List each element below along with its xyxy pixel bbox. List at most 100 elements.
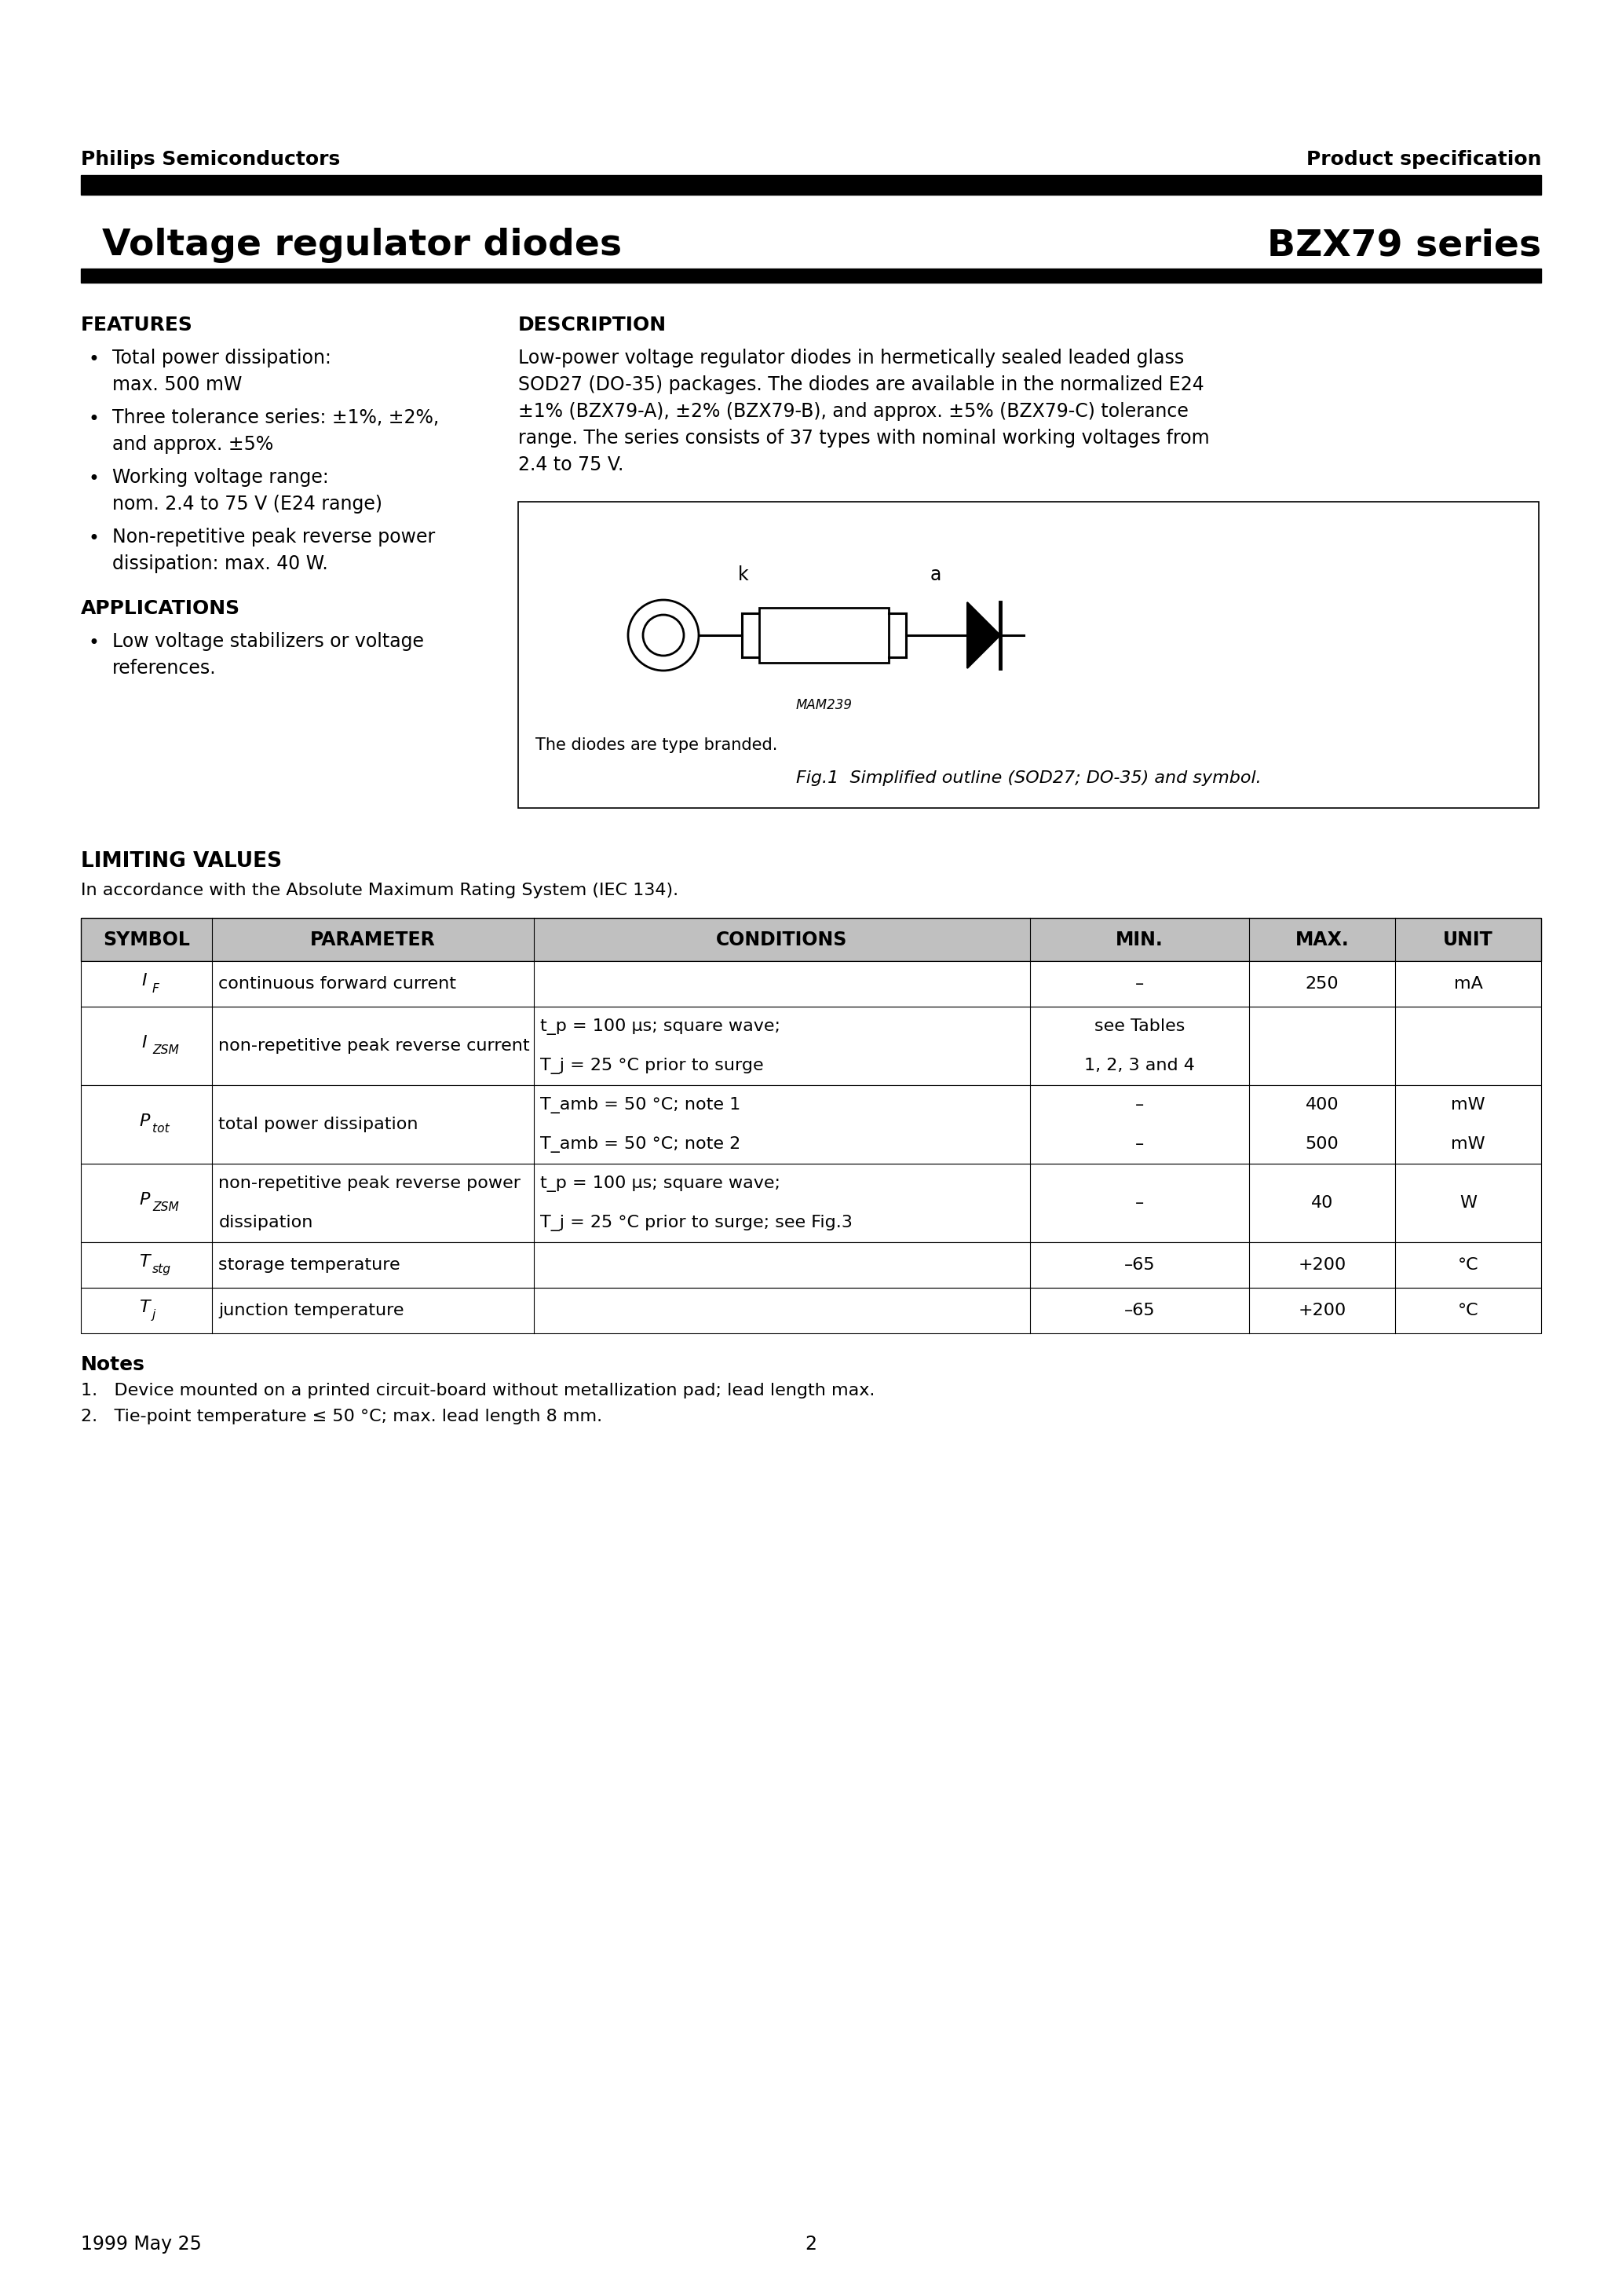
Text: k: k [738,565,749,583]
Bar [517,503,1539,808]
Text: ZSM: ZSM [152,1045,178,1056]
Text: dissipation: max. 40 W.: dissipation: max. 40 W. [112,553,328,574]
Text: max. 500 mW: max. 500 mW [112,374,242,395]
Text: APPLICATIONS: APPLICATIONS [81,599,240,618]
Text: mA: mA [1453,976,1483,992]
Text: +200: +200 [1298,1302,1346,1318]
Text: mW: mW [1452,1097,1486,1114]
Text: 1.   Device mounted on a printed circuit-board without metallization pad; lead l: 1. Device mounted on a printed circuit-b… [81,1382,874,1398]
Text: tot: tot [152,1123,169,1134]
Text: 250: 250 [1306,976,1338,992]
Text: T_j = 25 °C prior to surge: T_j = 25 °C prior to surge [540,1056,764,1075]
Text: mW: mW [1452,1137,1486,1153]
Text: 2.4 to 75 V.: 2.4 to 75 V. [517,455,623,475]
Text: MIN.: MIN. [1116,930,1163,948]
Text: Low voltage stabilizers or voltage: Low voltage stabilizers or voltage [112,631,423,652]
Text: In accordance with the Absolute Maximum Rating System (IEC 134).: In accordance with the Absolute Maximum … [81,882,678,898]
Text: •: • [89,411,99,429]
Bar [81,1242,1541,1288]
Bar [81,1288,1541,1334]
Text: non-repetitive peak reverse power: non-repetitive peak reverse power [219,1176,521,1192]
Text: •: • [89,351,99,370]
Text: Working voltage range:: Working voltage range: [112,468,329,487]
Text: 40: 40 [1311,1196,1333,1210]
Text: Notes: Notes [81,1355,144,1373]
Text: stg: stg [152,1263,172,1277]
Text: Voltage regulator diodes: Voltage regulator diodes [102,227,621,264]
Bar [759,608,889,664]
Text: dissipation: dissipation [219,1215,313,1231]
Text: –: – [1135,1196,1144,1210]
Text: W: W [1460,1196,1476,1210]
Text: F: F [152,983,159,994]
Text: 1999 May 25: 1999 May 25 [81,2234,201,2255]
Text: j: j [152,1309,156,1320]
Text: t_p = 100 μs; square wave;: t_p = 100 μs; square wave; [540,1176,780,1192]
Text: PARAMETER: PARAMETER [310,930,436,948]
Text: P: P [139,1192,149,1208]
Text: BZX79 series: BZX79 series [1267,227,1541,264]
Bar [81,1006,1541,1086]
Text: –: – [1135,1137,1144,1153]
Text: junction temperature: junction temperature [219,1302,404,1318]
Text: 2: 2 [805,2234,817,2255]
Text: continuous forward current: continuous forward current [219,976,456,992]
Text: Total power dissipation:: Total power dissipation: [112,349,331,367]
Polygon shape [967,602,1001,668]
Text: range. The series consists of 37 types with nominal working voltages from: range. The series consists of 37 types w… [517,429,1210,448]
Text: total power dissipation: total power dissipation [219,1116,418,1132]
Text: a: a [929,565,941,583]
Text: °C: °C [1458,1302,1479,1318]
Text: nom. 2.4 to 75 V (E24 range): nom. 2.4 to 75 V (E24 range) [112,494,383,514]
Text: LIMITING VALUES: LIMITING VALUES [81,852,282,872]
Text: –: – [1135,1097,1144,1114]
Text: DESCRIPTION: DESCRIPTION [517,315,667,335]
Text: references.: references. [112,659,216,677]
Circle shape [628,599,699,670]
Text: ZSM: ZSM [152,1201,178,1215]
Circle shape [642,615,684,657]
Text: ±1% (BZX79-A), ±2% (BZX79-B), and approx. ±5% (BZX79-C) tolerance: ±1% (BZX79-A), ±2% (BZX79-B), and approx… [517,402,1189,420]
Text: Philips Semiconductors: Philips Semiconductors [81,149,341,170]
Text: •: • [89,471,99,489]
Text: 400: 400 [1306,1097,1338,1114]
Text: SYMBOL: SYMBOL [104,930,190,948]
Text: The diodes are type branded.: The diodes are type branded. [535,737,777,753]
Text: Low-power voltage regulator diodes in hermetically sealed leaded glass: Low-power voltage regulator diodes in he… [517,349,1184,367]
Bar [81,269,1541,282]
Text: °C: °C [1458,1258,1479,1272]
Text: 2.   Tie-point temperature ≤ 50 °C; max. lead length 8 mm.: 2. Tie-point temperature ≤ 50 °C; max. l… [81,1410,602,1424]
Text: Fig.1  Simplified outline (SOD27; DO-35) and symbol.: Fig.1 Simplified outline (SOD27; DO-35) … [796,769,1262,785]
Text: MAX.: MAX. [1294,930,1350,948]
Text: storage temperature: storage temperature [219,1258,401,1272]
Text: SOD27 (DO-35) packages. The diodes are available in the normalized E24: SOD27 (DO-35) packages. The diodes are a… [517,374,1204,395]
Text: –65: –65 [1124,1258,1155,1272]
Text: +200: +200 [1298,1258,1346,1272]
Text: Three tolerance series: ±1%, ±2%,: Three tolerance series: ±1%, ±2%, [112,409,440,427]
Text: •: • [89,530,99,549]
Text: Product specification: Product specification [1306,149,1541,170]
Text: 500: 500 [1306,1137,1338,1153]
Text: see Tables: see Tables [1095,1019,1184,1033]
Text: T: T [139,1254,149,1270]
Text: and approx. ±5%: and approx. ±5% [112,434,274,455]
Text: CONDITIONS: CONDITIONS [715,930,848,948]
Text: MAM239: MAM239 [796,698,852,712]
Text: Non-repetitive peak reverse power: Non-repetitive peak reverse power [112,528,435,546]
Text: T_amb = 50 °C; note 1: T_amb = 50 °C; note 1 [540,1097,740,1114]
Text: I: I [141,974,148,990]
Text: P: P [139,1114,149,1130]
Bar [81,962,1541,1006]
Text: I: I [141,1035,148,1052]
Text: t_p = 100 μs; square wave;: t_p = 100 μs; square wave; [540,1017,780,1035]
Bar [81,1086,1541,1164]
Bar [81,174,1541,195]
Text: T_j = 25 °C prior to surge; see Fig.3: T_j = 25 °C prior to surge; see Fig.3 [540,1215,852,1231]
Text: •: • [89,634,99,652]
Text: non-repetitive peak reverse current: non-repetitive peak reverse current [219,1038,530,1054]
Bar [81,918,1541,962]
Text: –65: –65 [1124,1302,1155,1318]
Text: –: – [1135,976,1144,992]
Text: T: T [139,1300,149,1316]
Text: FEATURES: FEATURES [81,315,193,335]
